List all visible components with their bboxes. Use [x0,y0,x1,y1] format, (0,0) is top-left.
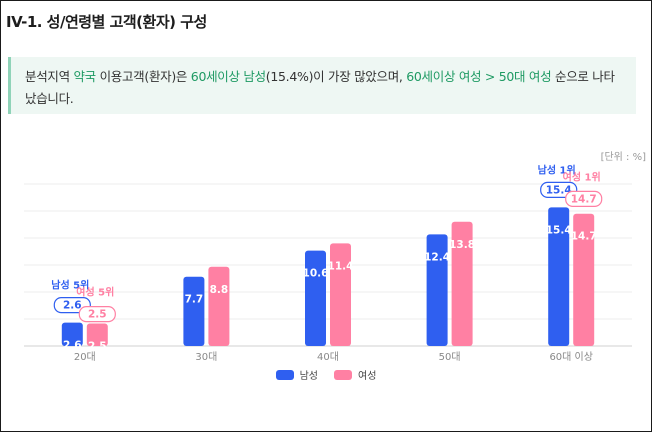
bar-male [426,234,448,346]
bar-value-label: 13.8 [449,239,475,251]
bar-value-label: 2.6 [63,340,82,352]
x-tick-label: 50대 [439,351,461,363]
rank-label: 남성 5위 [51,279,89,292]
bar-value-label: 10.6 [303,268,329,280]
summary-highlight: 약국 [73,69,96,84]
rank-label: 남성 1위 [538,163,576,176]
bar-female [330,243,351,346]
summary-segment: 순으로 나타났습니다. [25,69,615,106]
legend-swatch-female [334,369,352,380]
bar-female [451,221,473,346]
bar-value-label: 8.8 [210,284,229,296]
bar-value-label: 2.5 [88,341,107,353]
x-tick-label: 30대 [195,351,217,363]
summary-highlight: 60세이상 여성 > 50대 여성 [406,69,552,84]
summary-segment: 분석지역 [25,69,74,84]
bar-value-label: 14.7 [571,231,597,243]
legend-item-male[interactable]: 남성 [275,367,318,382]
bar-value-label: 7.7 [185,294,204,306]
rank-callout-value: 15.4 [546,184,572,196]
summary-segment: 이용고객(환자)은 [95,69,191,84]
rank-callout-value: 2.5 [88,309,107,321]
bar-female [573,213,595,346]
rank-callout-value: 14.7 [571,193,597,205]
bar-value-label: 15.4 [546,224,572,236]
legend-label-female: 여성 [358,371,377,382]
x-tick-label: 40대 [317,351,339,363]
bar-value-label: 11.4 [328,260,354,272]
bar-male [61,322,83,346]
rank-callout-value: 2.6 [63,300,82,312]
chart-legend: 남성 여성 [0,367,652,382]
bar-male [183,276,205,346]
rank-callout-pill [78,306,116,323]
page-title: IV-1. 성/연령별 고객(환자) 구성 [6,13,207,31]
unit-label: [단위 : %] [600,152,646,163]
summary-segment: (15.4%)이 가장 많았으며, [265,69,407,84]
legend-swatch-male [275,369,294,380]
rank-label: 여성 5위 [76,286,114,299]
bar-value-label: 12.4 [424,251,450,263]
bar-female [86,323,108,346]
bar-male [548,207,570,346]
summary-highlight: 60세이상 남성 [190,69,266,84]
rank-label: 여성 1위 [563,170,601,183]
summary-text: 분석지역 약국 이용고객(환자)은 60세이상 남성(15.4%)이 가장 많았… [25,69,615,106]
x-tick-label: 60대 이상 [549,351,593,363]
rank-callout-pill [565,190,603,207]
summary-box: 분석지역 약국 이용고객(환자)은 60세이상 남성(15.4%)이 가장 많았… [8,57,636,114]
bar-female [208,266,230,346]
legend-item-female[interactable]: 여성 [334,367,376,382]
bar-male [305,250,326,346]
x-tick-label: 20대 [74,351,96,363]
legend-label-male: 남성 [299,371,318,382]
